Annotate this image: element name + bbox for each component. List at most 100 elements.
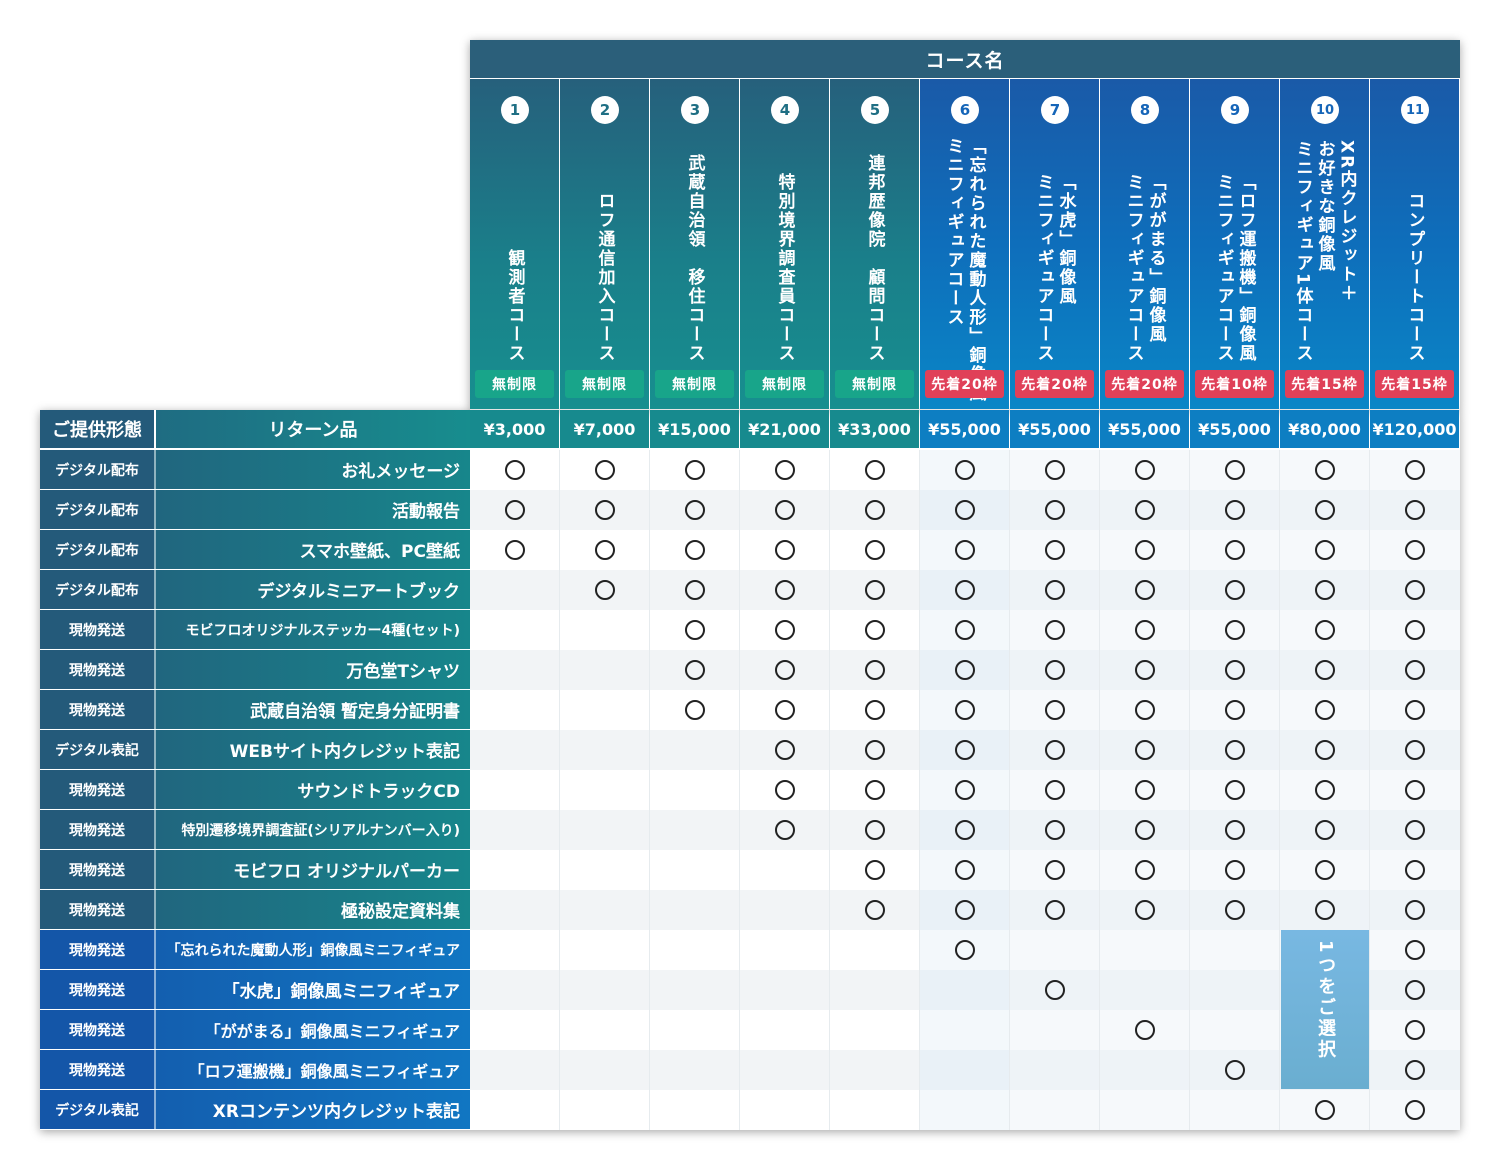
- included-mark: [865, 860, 885, 880]
- grid-line: [1099, 450, 1100, 1130]
- table-row: 現物発送 特別遷移境界調査証(シリアルナンバー入り): [40, 810, 470, 849]
- course-price: ¥3,000: [470, 410, 559, 448]
- included-mark: [1315, 740, 1335, 760]
- course-price: ¥55,000: [1100, 410, 1189, 448]
- limit-badge: 先着10枠: [1195, 370, 1274, 398]
- table-row: 現物発送 極秘設定資料集: [40, 890, 470, 929]
- cell-background: [650, 850, 740, 890]
- course-column-2: 2 ロフ通信加入コース 無制限: [560, 79, 649, 409]
- cell-background: [650, 1010, 740, 1050]
- header-divider: [1189, 79, 1190, 448]
- included-mark: [595, 460, 615, 480]
- cell-background: [560, 890, 650, 930]
- course-name-text: 「ロフ運搬機」銅像風 ミニフィギュアコース: [1213, 173, 1256, 363]
- cell-background: [740, 1090, 830, 1130]
- included-mark: [1225, 620, 1245, 640]
- course-price: ¥55,000: [1010, 410, 1099, 448]
- header-divider: [1369, 79, 1370, 448]
- return-item: お礼メッセージ: [341, 462, 460, 482]
- included-mark: [1315, 460, 1335, 480]
- included-mark: [1315, 1100, 1335, 1120]
- included-mark: [1045, 580, 1065, 600]
- return-item: 極秘設定資料集: [341, 902, 460, 922]
- cell-background: [1190, 930, 1280, 970]
- course-name-text: 武蔵自治領 移住コース: [684, 154, 705, 363]
- header-divider: [829, 79, 830, 448]
- course-price: ¥55,000: [920, 410, 1009, 448]
- cell-background: [650, 770, 740, 810]
- included-mark: [1225, 460, 1245, 480]
- included-mark: [1405, 940, 1425, 960]
- cell-background: [560, 930, 650, 970]
- included-mark: [955, 500, 975, 520]
- course-price: ¥15,000: [650, 410, 739, 448]
- grid-line: [739, 450, 740, 1130]
- course-name-text: 「忘れられた魔動人形」銅像風 ミニフィギュアコース: [943, 137, 986, 403]
- header-divider: [1009, 79, 1010, 448]
- table-row: 現物発送 「ロフ運搬機」銅像風ミニフィギュア: [40, 1050, 470, 1089]
- course-number: 9: [1221, 96, 1249, 124]
- cell-background: [920, 970, 1010, 1010]
- included-mark: [955, 620, 975, 640]
- included-mark: [1225, 780, 1245, 800]
- included-mark: [1225, 900, 1245, 920]
- delivery-form: デジタル配布: [40, 530, 154, 569]
- cell-background: [560, 650, 650, 690]
- included-mark: [685, 700, 705, 720]
- table-row: 現物発送 「ががまる」銅像風ミニフィギュア: [40, 1010, 470, 1049]
- limit-badge: 先着20枠: [1105, 370, 1184, 398]
- included-mark: [775, 540, 795, 560]
- course-name-text: XR内クレジット＋ お好きな銅像風 ミニフィギュア1体コース: [1292, 140, 1357, 363]
- included-mark: [1045, 540, 1065, 560]
- included-mark: [1135, 460, 1155, 480]
- included-mark: [1045, 460, 1065, 480]
- course-name: コンプリートコース: [1370, 137, 1459, 363]
- form-divider: [154, 570, 156, 609]
- cell-background: [1010, 1050, 1100, 1090]
- course-column-4: 4 特別境界調査員コース 無制限: [740, 79, 829, 409]
- course-number: 1: [501, 96, 529, 124]
- return-item: スマホ壁紙、PC壁紙: [299, 542, 460, 562]
- course-column-6: 6 「忘れられた魔動人形」銅像風 ミニフィギュアコース 先着20枠: [920, 79, 1009, 409]
- included-mark: [1045, 500, 1065, 520]
- form-divider: [154, 650, 156, 689]
- course-name: 観測者コース: [470, 137, 559, 363]
- included-mark: [1225, 500, 1245, 520]
- course-name: 「忘れられた魔動人形」銅像風 ミニフィギュアコース: [920, 137, 1009, 403]
- included-mark: [1135, 620, 1155, 640]
- cell-background: [740, 930, 830, 970]
- limit-badge: 先着20枠: [1015, 370, 1094, 398]
- included-mark: [1405, 740, 1425, 760]
- return-header: リターン品: [156, 410, 470, 448]
- form-divider: [154, 890, 156, 929]
- included-mark: [1405, 660, 1425, 680]
- cell-background: [1190, 1010, 1280, 1050]
- included-mark: [1225, 660, 1245, 680]
- included-mark: [775, 660, 795, 680]
- course-column-5: 5 連邦歴像院 顧問コース 無制限: [830, 79, 919, 409]
- included-mark: [1405, 980, 1425, 1000]
- included-mark: [865, 700, 885, 720]
- included-mark: [1405, 500, 1425, 520]
- included-mark: [775, 740, 795, 760]
- table-row: 現物発送 モビフロオリジナルステッカー4種(セット): [40, 610, 470, 649]
- included-mark: [505, 500, 525, 520]
- included-mark: [955, 900, 975, 920]
- included-mark: [1315, 580, 1335, 600]
- limit-badge: 無制限: [655, 370, 734, 398]
- included-mark: [595, 540, 615, 560]
- included-mark: [775, 500, 795, 520]
- form-divider: [154, 1050, 156, 1089]
- delivery-form: 現物発送: [40, 970, 154, 1009]
- cell-background: [1100, 970, 1190, 1010]
- grid-line: [1009, 450, 1010, 1130]
- included-mark: [595, 580, 615, 600]
- course-number: 7: [1041, 96, 1069, 124]
- included-mark: [1045, 780, 1065, 800]
- included-mark: [1405, 460, 1425, 480]
- cell-background: [1190, 970, 1280, 1010]
- included-mark: [1315, 700, 1335, 720]
- cell-background: [470, 610, 560, 650]
- cell-background: [560, 690, 650, 730]
- included-mark: [865, 740, 885, 760]
